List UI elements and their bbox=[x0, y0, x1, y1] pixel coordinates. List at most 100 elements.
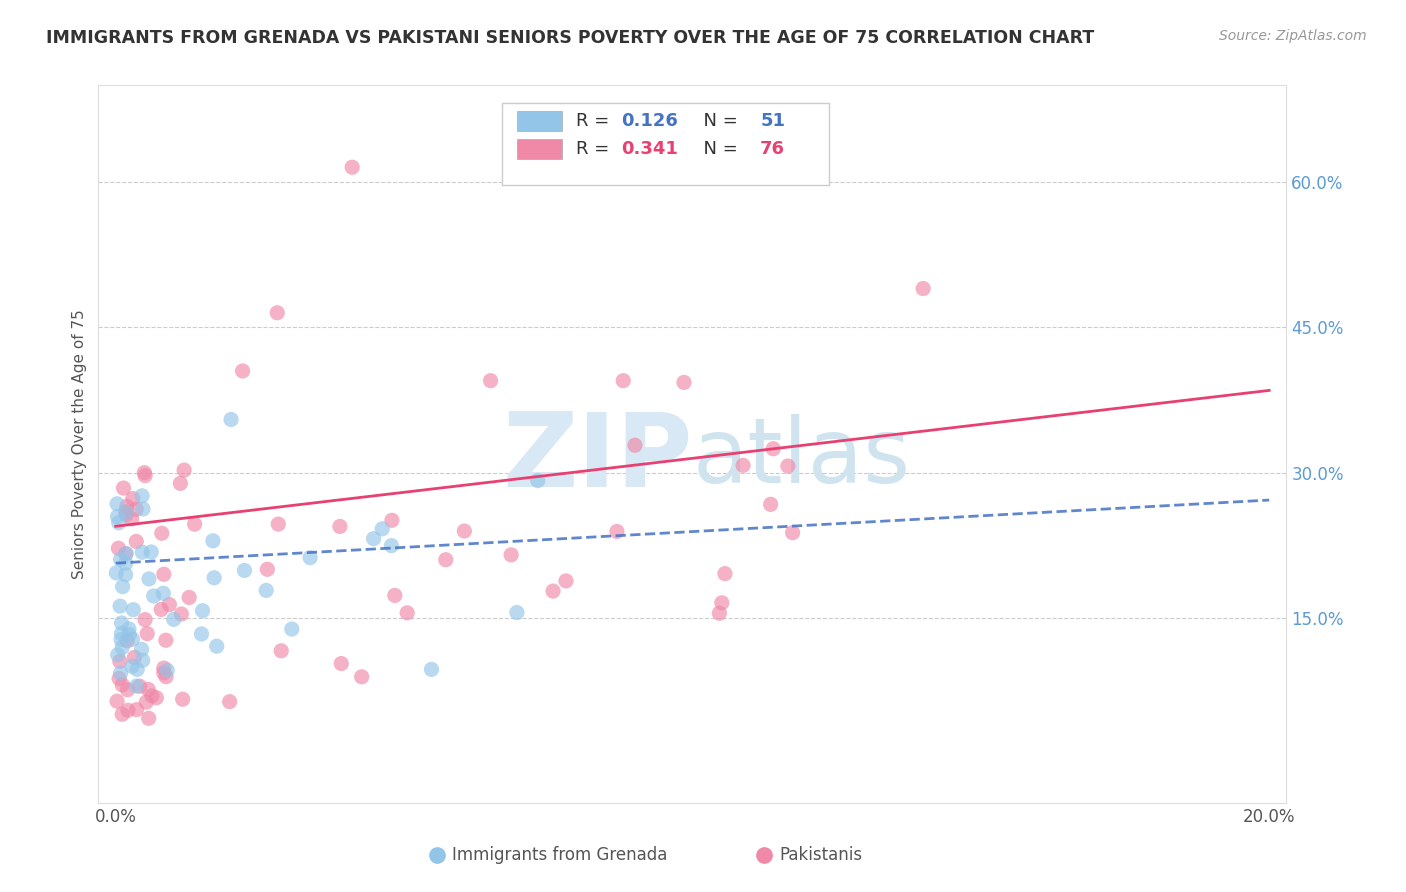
Point bbox=[115, 506, 138, 520]
Point bbox=[138, 711, 160, 725]
Point bbox=[380, 539, 402, 553]
Point bbox=[526, 474, 548, 488]
Point bbox=[124, 650, 146, 665]
Point bbox=[202, 571, 225, 585]
Point bbox=[762, 442, 785, 456]
Point bbox=[132, 502, 155, 516]
Text: IMMIGRANTS FROM GRENADA VS PAKISTANI SENIORS POVERTY OVER THE AGE OF 75 CORRELAT: IMMIGRANTS FROM GRENADA VS PAKISTANI SEN… bbox=[46, 29, 1095, 46]
Point bbox=[501, 548, 523, 562]
Point bbox=[131, 642, 153, 657]
Point bbox=[329, 519, 352, 533]
Point bbox=[121, 512, 143, 526]
Point bbox=[110, 632, 132, 647]
Point bbox=[131, 653, 153, 667]
Text: Pakistanis: Pakistanis bbox=[779, 846, 862, 863]
Bar bbox=[516, 112, 562, 131]
Point bbox=[110, 626, 132, 640]
Point bbox=[110, 552, 132, 566]
Text: R =: R = bbox=[576, 140, 614, 158]
Point bbox=[169, 476, 191, 491]
Point bbox=[121, 632, 143, 647]
Text: Source: ZipAtlas.com: Source: ZipAtlas.com bbox=[1219, 29, 1367, 43]
Point bbox=[201, 533, 224, 548]
Point bbox=[330, 657, 353, 671]
Point bbox=[479, 374, 502, 388]
Point bbox=[136, 682, 159, 697]
Point bbox=[612, 374, 634, 388]
Point bbox=[267, 517, 290, 532]
Point bbox=[134, 613, 156, 627]
Point bbox=[172, 692, 194, 706]
Y-axis label: Seniors Poverty Over the Age of 75: Seniors Poverty Over the Age of 75 bbox=[72, 309, 87, 579]
Point bbox=[606, 524, 628, 539]
Point bbox=[340, 160, 363, 174]
Point bbox=[141, 545, 163, 559]
Point bbox=[107, 541, 129, 556]
Point bbox=[111, 678, 134, 692]
Point bbox=[152, 661, 174, 675]
Point bbox=[114, 556, 136, 570]
Point bbox=[156, 663, 179, 677]
Text: atlas: atlas bbox=[692, 414, 911, 502]
Point bbox=[108, 654, 131, 668]
Point bbox=[270, 644, 292, 658]
Point bbox=[105, 566, 128, 580]
Point bbox=[114, 567, 136, 582]
Point bbox=[153, 567, 176, 582]
Bar bbox=[502, 103, 830, 186]
Point bbox=[173, 463, 195, 477]
Point bbox=[125, 679, 148, 693]
Point bbox=[134, 466, 156, 480]
Point bbox=[709, 606, 731, 620]
Point bbox=[117, 703, 139, 717]
Point bbox=[782, 525, 804, 540]
Point bbox=[107, 516, 129, 530]
Point bbox=[114, 505, 136, 519]
Point bbox=[205, 639, 228, 653]
Point bbox=[125, 534, 148, 549]
Point bbox=[110, 666, 132, 681]
Point bbox=[420, 662, 443, 676]
Point bbox=[233, 564, 256, 578]
Point bbox=[506, 606, 529, 620]
Point bbox=[232, 364, 254, 378]
Point bbox=[112, 481, 135, 495]
Point bbox=[150, 526, 173, 541]
Point bbox=[121, 491, 143, 506]
Point bbox=[191, 604, 214, 618]
Text: ZIP: ZIP bbox=[502, 408, 692, 508]
Point bbox=[152, 665, 174, 680]
Point bbox=[152, 586, 174, 600]
Point bbox=[115, 500, 138, 514]
Point bbox=[131, 545, 153, 559]
Text: 51: 51 bbox=[761, 112, 785, 130]
Point bbox=[107, 509, 129, 524]
Point bbox=[105, 497, 128, 511]
Point bbox=[672, 376, 695, 390]
Point bbox=[157, 598, 180, 612]
Point bbox=[114, 547, 136, 561]
Point bbox=[219, 412, 242, 426]
Point bbox=[912, 281, 935, 295]
Point bbox=[115, 508, 138, 522]
Text: N =: N = bbox=[692, 112, 744, 130]
Point bbox=[254, 583, 277, 598]
Point bbox=[453, 524, 475, 538]
Point bbox=[384, 589, 406, 603]
Text: N =: N = bbox=[692, 140, 744, 158]
Point bbox=[350, 670, 373, 684]
Point bbox=[121, 659, 143, 673]
Point bbox=[136, 626, 159, 640]
Point bbox=[183, 517, 205, 532]
Point bbox=[733, 458, 755, 473]
Point bbox=[122, 603, 145, 617]
Point bbox=[110, 615, 132, 630]
Point bbox=[179, 591, 201, 605]
Point bbox=[363, 532, 385, 546]
Point bbox=[142, 589, 165, 603]
Point bbox=[555, 574, 578, 588]
Point bbox=[134, 468, 156, 483]
Point bbox=[107, 648, 129, 662]
Point bbox=[776, 458, 799, 473]
Point bbox=[125, 502, 148, 516]
